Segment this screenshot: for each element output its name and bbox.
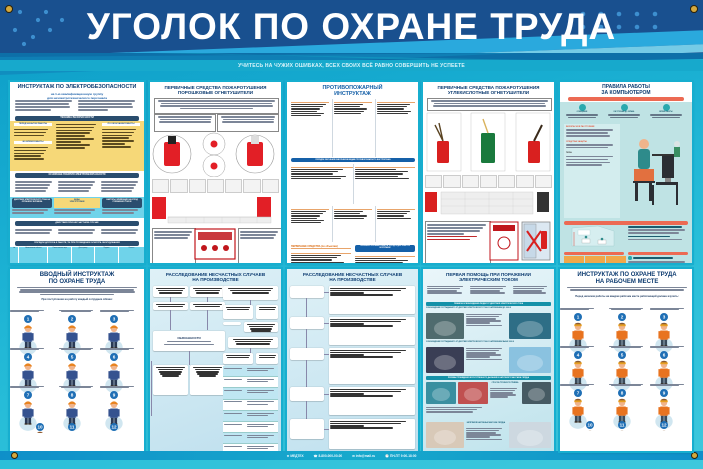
svg-text:8: 8 [71, 393, 74, 398]
svg-text:5: 5 [621, 353, 624, 358]
svg-text:5: 5 [71, 355, 74, 360]
svg-text:7: 7 [27, 393, 30, 398]
svg-text:3: 3 [113, 317, 116, 322]
svg-text:4: 4 [577, 353, 580, 358]
svg-text:9: 9 [663, 391, 666, 396]
svg-text:1: 1 [27, 317, 30, 322]
svg-text:3: 3 [663, 315, 666, 320]
svg-text:11: 11 [620, 423, 625, 428]
svg-text:11: 11 [70, 425, 75, 430]
svg-text:6: 6 [113, 355, 116, 360]
svg-text:9: 9 [113, 393, 116, 398]
svg-text:1: 1 [577, 315, 580, 320]
svg-text:10: 10 [37, 425, 43, 430]
svg-text:12: 12 [111, 425, 117, 430]
svg-text:4: 4 [27, 355, 30, 360]
svg-text:2: 2 [621, 315, 624, 320]
svg-text:8: 8 [621, 391, 624, 396]
svg-text:2: 2 [71, 317, 74, 322]
svg-text:10: 10 [587, 423, 593, 428]
svg-text:7: 7 [577, 391, 580, 396]
svg-text:12: 12 [661, 423, 667, 428]
svg-text:6: 6 [663, 353, 666, 358]
